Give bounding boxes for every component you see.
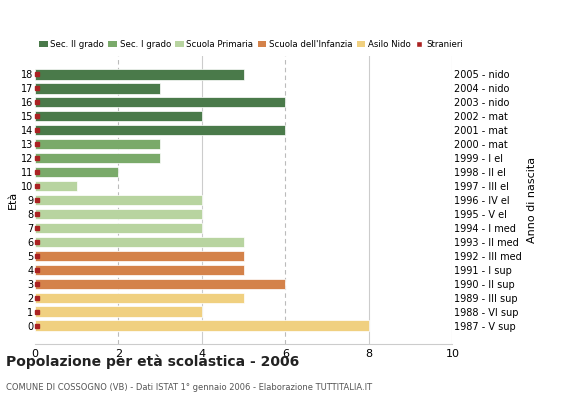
Bar <box>35 223 202 233</box>
Text: COMUNE DI COSSOGNO (VB) - Dati ISTAT 1° gennaio 2006 - Elaborazione TUTTITALIA.I: COMUNE DI COSSOGNO (VB) - Dati ISTAT 1° … <box>6 383 372 392</box>
Bar <box>35 69 244 80</box>
Bar <box>35 125 285 136</box>
Bar <box>35 83 160 94</box>
Bar <box>35 251 244 261</box>
Legend: Sec. II grado, Sec. I grado, Scuola Primaria, Scuola dell'Infanzia, Asilo Nido, : Sec. II grado, Sec. I grado, Scuola Prim… <box>39 40 463 49</box>
Bar <box>35 237 244 247</box>
Y-axis label: Età: Età <box>8 191 18 209</box>
Bar <box>35 111 202 122</box>
Bar <box>35 306 202 317</box>
Bar <box>35 264 244 275</box>
Bar <box>35 320 369 331</box>
Bar <box>35 209 202 219</box>
Bar <box>35 153 160 163</box>
Bar <box>35 139 160 149</box>
Text: Popolazione per età scolastica - 2006: Popolazione per età scolastica - 2006 <box>6 354 299 369</box>
Bar <box>35 181 77 191</box>
Bar <box>35 278 285 289</box>
Bar <box>35 97 285 108</box>
Bar <box>35 195 202 205</box>
Bar <box>35 292 244 303</box>
Y-axis label: Anno di nascita: Anno di nascita <box>527 157 537 243</box>
Bar <box>35 167 118 177</box>
